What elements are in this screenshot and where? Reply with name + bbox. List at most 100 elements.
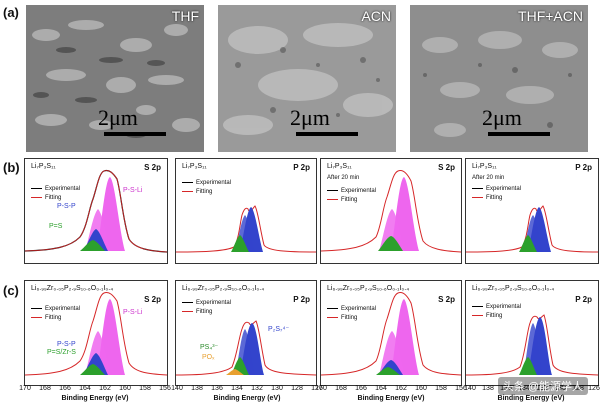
plot-region-label: S 2p bbox=[144, 295, 161, 304]
legend-experimental: Experimental bbox=[31, 185, 80, 194]
legend-experimental: Experimental bbox=[327, 305, 376, 314]
plot-title: Li₆.₉₉Zr₀.₀₅P₂.₉S₁₀.₆O₀.₁I₀.₄ bbox=[182, 285, 265, 292]
legend-fitting: Fitting bbox=[327, 314, 376, 323]
sem-image-acn: ACN 2μm bbox=[218, 5, 396, 152]
tick-label: 136 bbox=[211, 385, 223, 392]
sem-label-thf-acn: THF+ACN bbox=[518, 8, 583, 24]
legend-experimental: Experimental bbox=[31, 305, 80, 314]
legend-experimental: Experimental bbox=[182, 179, 231, 188]
xps-curves bbox=[321, 170, 461, 253]
tick-label: 136 bbox=[500, 385, 512, 392]
annotation-pspli: P-S-Li bbox=[123, 309, 143, 316]
legend-fitting: Fitting bbox=[327, 196, 376, 205]
plot-title: Li₆.₉₉Zr₀.₀₅P₂.₉S₁₀.₆O₀.₁I₀.₄ bbox=[31, 285, 114, 292]
tick-label: 160 bbox=[415, 385, 427, 392]
tick-label: 158 bbox=[435, 385, 447, 392]
annotation-psp: P-S-P bbox=[57, 341, 76, 348]
axis-title: Binding Energy (eV) bbox=[61, 395, 129, 402]
annotation-pox: POₓ bbox=[202, 354, 215, 361]
tick-label: 126 bbox=[311, 385, 323, 392]
plot-region-label: S 2p bbox=[438, 163, 455, 172]
tick-label: 166 bbox=[355, 385, 367, 392]
tick-label: 130 bbox=[554, 385, 566, 392]
plot-region-label: P 2p bbox=[575, 163, 592, 172]
xps-plot-b1: Li₇P₃S₁₁ S 2p Experimental Fitting P-S-P… bbox=[24, 158, 168, 264]
scale-label-thf-acn: 2μm bbox=[482, 105, 522, 130]
tick-label: 168 bbox=[335, 385, 347, 392]
scale-label-thf: 2μm bbox=[98, 105, 138, 130]
axis-title: Binding Energy (eV) bbox=[357, 395, 425, 402]
scale-bar-thf bbox=[104, 132, 166, 136]
xps-curves bbox=[25, 169, 167, 253]
tick-label: 164 bbox=[375, 385, 387, 392]
plot-title: Li₇P₃S₁₁ bbox=[472, 163, 497, 170]
plot-region-label: S 2p bbox=[438, 295, 455, 304]
legend-experimental: Experimental bbox=[327, 187, 376, 196]
tick-label: 128 bbox=[291, 385, 303, 392]
legend: Experimental Fitting bbox=[472, 185, 521, 203]
legend: Experimental Fitting bbox=[182, 179, 231, 197]
xps-curves bbox=[321, 292, 461, 376]
tick-label: 162 bbox=[395, 385, 407, 392]
scale-bar-acn bbox=[296, 132, 358, 136]
tick-label: 164 bbox=[79, 385, 91, 392]
legend: Experimental Fitting bbox=[31, 305, 80, 323]
xps-plot-b4: Li₇P₃S₁₁ P 2p After 20 min Experimental … bbox=[465, 158, 599, 264]
legend-fitting: Fitting bbox=[31, 314, 80, 323]
tick-label: 158 bbox=[139, 385, 151, 392]
sem-texture bbox=[218, 5, 396, 152]
tick-label: 162 bbox=[99, 385, 111, 392]
tick-label: 132 bbox=[251, 385, 263, 392]
x-axis-s2p: 170 168 166 164 162 160 158 156 Binding … bbox=[19, 385, 171, 405]
x-axis-s2p-2: 170 168 166 164 162 160 158 156 Binding … bbox=[315, 385, 467, 405]
xps-curves bbox=[176, 320, 316, 376]
tick-label: 130 bbox=[271, 385, 283, 392]
tick-label: 156 bbox=[159, 385, 171, 392]
tick-label: 170 bbox=[315, 385, 327, 392]
tick-label: 138 bbox=[482, 385, 494, 392]
legend-experimental: Experimental bbox=[182, 299, 231, 308]
tick-label: 170 bbox=[19, 385, 31, 392]
xps-plot-c2: Li₆.₉₉Zr₀.₀₅P₂.₉S₁₀.₆O₀.₁I₀.₄ P 2p Exper… bbox=[175, 280, 317, 386]
tick-label: 140 bbox=[171, 385, 183, 392]
sem-texture bbox=[410, 5, 588, 152]
legend: Experimental Fitting bbox=[182, 299, 231, 317]
row-label-a: (a) bbox=[3, 5, 19, 20]
plot-note: After 20 min bbox=[327, 175, 360, 181]
legend: Experimental Fitting bbox=[327, 187, 376, 205]
tick-label: 166 bbox=[59, 385, 71, 392]
legend-experimental: Experimental bbox=[472, 185, 521, 194]
annotation-pes: P=S bbox=[49, 223, 63, 230]
xps-curves bbox=[466, 314, 598, 376]
sem-label-acn: ACN bbox=[361, 8, 391, 24]
tick-label: 140 bbox=[464, 385, 476, 392]
tick-label: 160 bbox=[119, 385, 131, 392]
xps-plot-c4: Li₆.₉₉Zr₀.₀₅P₂.₉S₁₀.₆O₀.₁I₀.₄ P 2p Exper… bbox=[465, 280, 599, 386]
tick-label: 134 bbox=[518, 385, 530, 392]
axis-title: Binding Energy (eV) bbox=[497, 395, 565, 402]
legend: Experimental Fitting bbox=[327, 305, 376, 323]
xps-curves bbox=[25, 292, 167, 376]
sem-texture bbox=[26, 5, 204, 152]
plot-region-label: P 2p bbox=[293, 163, 310, 172]
annotation-ps4: PS₄³⁻ bbox=[200, 344, 219, 351]
xps-plot-c3: Li₆.₉₉Zr₀.₀₅P₂.₉S₁₀.₆O₀.₁I₀.₄ S 2p Exper… bbox=[320, 280, 462, 386]
plot-title: Li₇P₃S₁₁ bbox=[327, 163, 352, 170]
tick-label: 132 bbox=[536, 385, 548, 392]
row-label-b: (b) bbox=[3, 160, 20, 175]
legend: Experimental Fitting bbox=[472, 303, 521, 321]
xps-plot-b3: Li₇P₃S₁₁ S 2p After 20 min Experimental … bbox=[320, 158, 462, 264]
scale-bar-thf-acn bbox=[488, 132, 550, 136]
xps-plot-c1: Li₆.₉₉Zr₀.₀₅P₂.₉S₁₀.₆O₀.₁I₀.₄ S 2p Exper… bbox=[24, 280, 168, 386]
legend-experimental: Experimental bbox=[472, 303, 521, 312]
annotation-p2s7: P₂S₇⁴⁻ bbox=[268, 326, 290, 333]
legend-fitting: Fitting bbox=[182, 308, 231, 317]
sem-image-thf: THF 2μm bbox=[26, 5, 204, 152]
sem-image-thf-acn: THF+ACN 2μm bbox=[410, 5, 588, 152]
legend-fitting: Fitting bbox=[182, 188, 231, 197]
tick-label: 128 bbox=[572, 385, 584, 392]
plot-region-label: S 2p bbox=[144, 163, 161, 172]
legend-fitting: Fitting bbox=[31, 194, 80, 203]
x-axis-p2p-2: 140 138 136 134 132 130 128 126 Binding … bbox=[456, 385, 600, 405]
xps-plot-b2: Li₇P₃S₁₁ P 2p Experimental Fitting bbox=[175, 158, 317, 264]
